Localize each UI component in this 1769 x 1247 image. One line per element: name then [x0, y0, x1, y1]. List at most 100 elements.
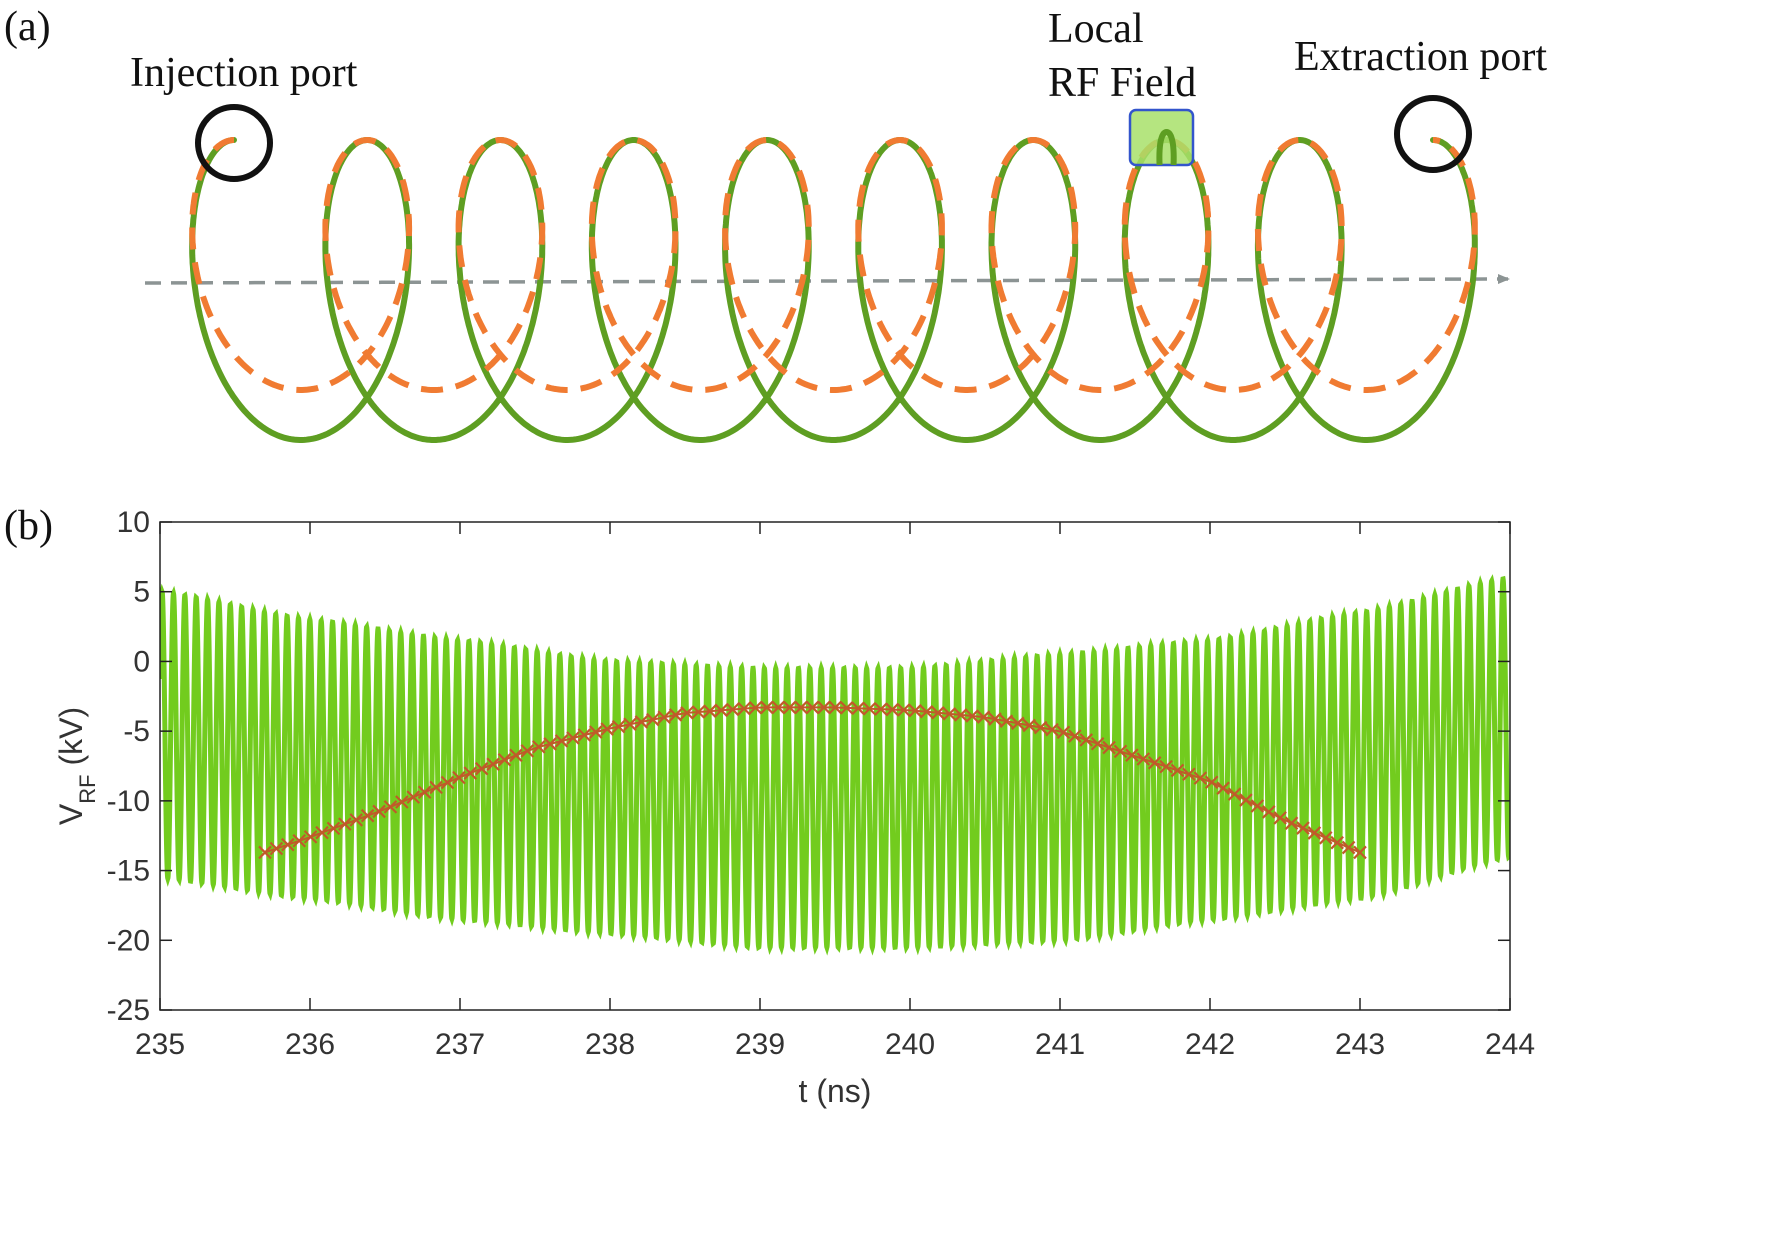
x-marker [874, 702, 888, 716]
x-marker [509, 748, 523, 763]
y-axis: 10 5 0 -5 -10 -15 -20 -25 [107, 506, 1510, 1027]
x-marker [1341, 840, 1356, 855]
x-marker [1239, 793, 1253, 807]
x-marker [406, 790, 421, 804]
x-marker [1022, 718, 1036, 733]
x-axis-title: t (ns) [799, 1073, 872, 1109]
x-marker [1079, 733, 1094, 747]
x-marker [634, 715, 649, 729]
x-tick-label: 241 [1035, 1028, 1085, 1061]
x-marker [1090, 736, 1105, 751]
beam-axis-arrow [144, 274, 1510, 285]
x-marker [417, 785, 432, 800]
x-marker [440, 775, 455, 790]
x-marker [1147, 756, 1162, 770]
x-marker [303, 830, 318, 844]
y-axis-title-main: V [53, 803, 89, 825]
x-marker [851, 701, 865, 716]
solid-trajectory [189, 137, 1478, 443]
x-tick-label: 244 [1485, 1028, 1535, 1061]
rf-field-loop-top [1156, 128, 1177, 166]
x-marker [531, 740, 546, 754]
x-marker [1170, 763, 1185, 778]
y-tick-label: -20 [107, 924, 150, 957]
x-marker [919, 704, 934, 719]
x-marker [668, 708, 683, 722]
x-tick-label: 243 [1335, 1028, 1385, 1061]
x-marker [1033, 720, 1048, 735]
y-tick-label: 0 [133, 645, 150, 678]
rf-oscillation-line [160, 574, 1510, 956]
x-marker [1045, 722, 1059, 737]
x-tick-label: 242 [1185, 1028, 1235, 1061]
x-marker [281, 837, 295, 852]
x-marker [600, 722, 614, 736]
x-marker [794, 700, 808, 715]
x-marker [463, 766, 478, 780]
injection-port-label: Injection port [130, 50, 358, 96]
x-marker [862, 701, 877, 716]
x-marker [817, 700, 831, 715]
x-marker [497, 752, 512, 767]
x-marker [474, 761, 489, 776]
x-marker [931, 706, 945, 720]
x-marker [554, 734, 569, 748]
x-marker [1113, 744, 1128, 759]
rf-oscillation-series [160, 574, 1510, 956]
x-marker [1216, 781, 1230, 795]
x-marker [315, 825, 329, 840]
x-marker [657, 710, 671, 725]
x-marker [395, 795, 409, 809]
injection-port-circle [195, 104, 273, 182]
x-marker [543, 737, 557, 751]
x-tick-label: 240 [885, 1028, 935, 1061]
x-marker [372, 804, 386, 819]
x-marker [429, 780, 443, 795]
local-rf-label-line1: Local [1048, 6, 1144, 52]
x-marker [782, 700, 797, 715]
x-tick-label: 237 [435, 1028, 485, 1061]
x-marker [1353, 845, 1367, 860]
voltage-chart: 235 236 237 238 239 240 241 242 243 244 10 5 0 -5 -10… [53, 506, 1535, 1109]
x-marker [885, 702, 900, 717]
y-axis-title-unit: (kV) [53, 707, 89, 775]
x-marker [1159, 759, 1173, 774]
y-tick-label: -15 [107, 855, 150, 888]
x-axis: 235 236 237 238 239 240 241 242 243 244 [135, 522, 1535, 1061]
y-tick-label: -25 [107, 994, 150, 1027]
y-tick-label: 10 [117, 506, 150, 539]
x-marker [988, 712, 1002, 726]
y-tick-label: -10 [107, 785, 150, 818]
x-marker [1307, 826, 1322, 840]
x-tick-label: 239 [735, 1028, 785, 1061]
x-marker [623, 717, 637, 732]
x-marker [725, 702, 740, 717]
x-tick-label: 236 [285, 1028, 335, 1061]
x-marker [771, 700, 786, 715]
x-marker [908, 703, 922, 718]
x-marker [839, 701, 854, 715]
x-marker [520, 744, 535, 758]
x-marker [1284, 816, 1299, 830]
plot-frame [159, 521, 1511, 1011]
x-marker [1182, 767, 1196, 782]
y-tick-label: -5 [123, 715, 150, 748]
x-marker [1193, 771, 1208, 785]
x-marker [1136, 752, 1151, 766]
x-marker [1319, 831, 1333, 845]
dashed-trajectory [189, 137, 1478, 393]
x-marker [1204, 775, 1219, 790]
extraction-port-circle [1394, 95, 1472, 173]
x-marker [452, 770, 466, 785]
x-marker [896, 703, 911, 717]
x-marker [680, 706, 694, 720]
x-marker [646, 712, 660, 727]
x-marker [1273, 811, 1287, 825]
x-marker [1125, 748, 1139, 762]
x-marker [1227, 787, 1242, 801]
x-marker [828, 700, 843, 715]
x-marker [577, 728, 592, 742]
x-marker [737, 701, 751, 716]
x-marker [383, 800, 398, 814]
marker-series [258, 700, 1367, 860]
